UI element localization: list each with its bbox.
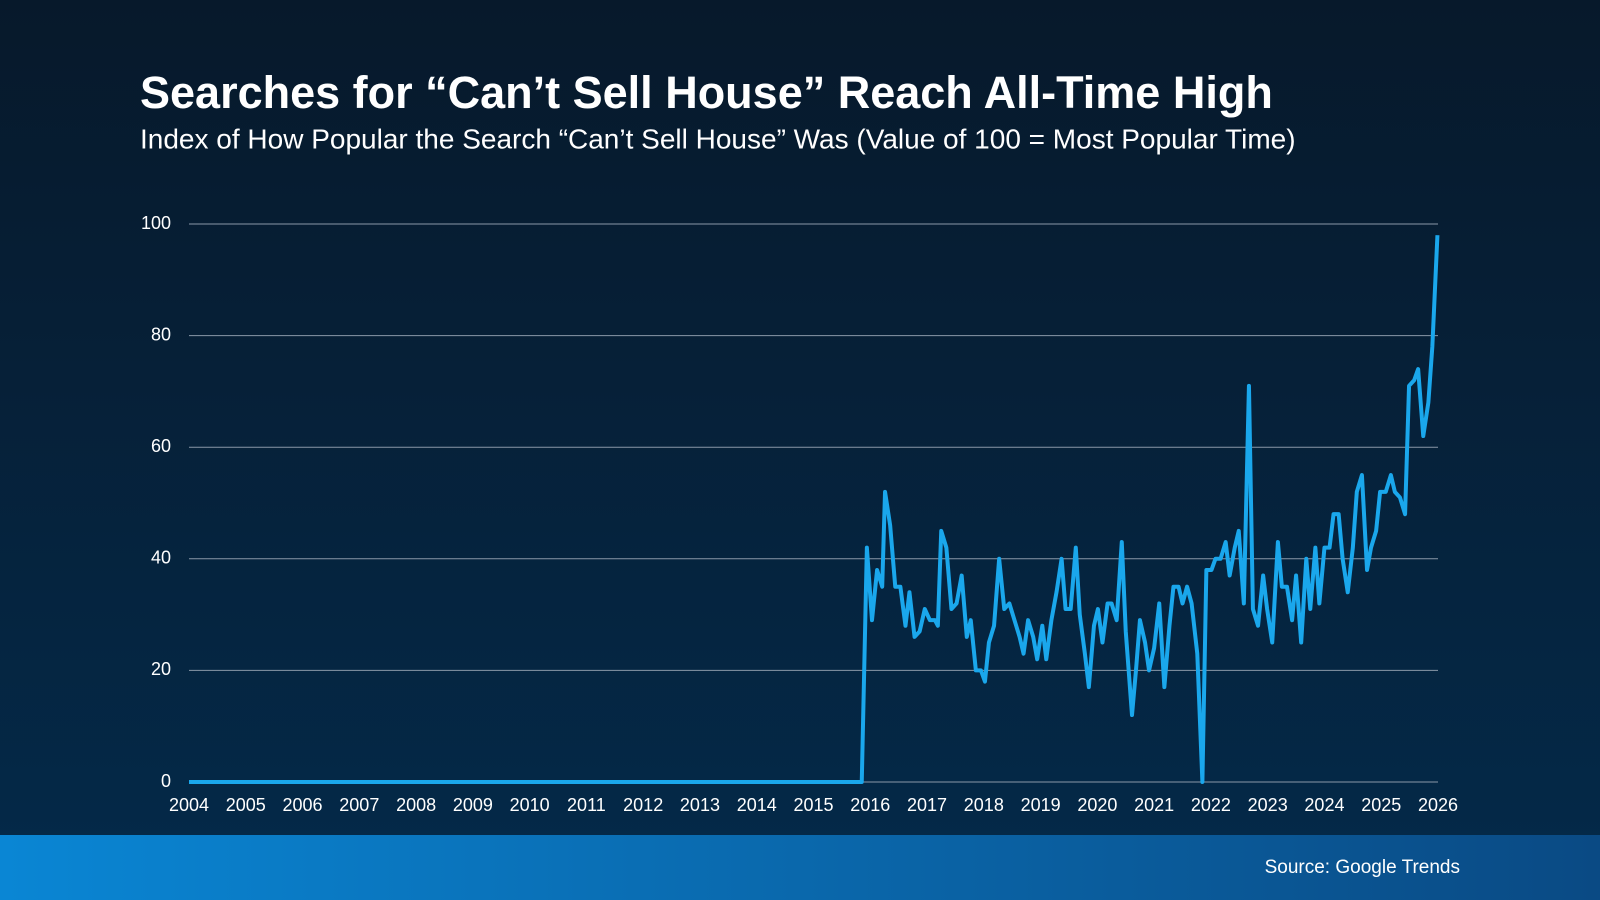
x-tick-label: 2014 [737, 795, 777, 815]
y-tick-label: 60 [151, 436, 171, 456]
x-tick-label: 2019 [1021, 795, 1061, 815]
source: Source: Google Trends [1265, 857, 1460, 878]
x-tick-label: 2004 [169, 795, 209, 815]
x-tick-label: 2018 [964, 795, 1004, 815]
y-tick-label: 0 [161, 771, 171, 791]
x-tick-label: 2026 [1418, 795, 1458, 815]
x-tick-label: 2022 [1191, 795, 1231, 815]
line-series [189, 235, 1440, 784]
chart-subtitle: Index of How Popular the Search “Can’t S… [140, 123, 1296, 154]
y-tick-label: 80 [151, 324, 171, 344]
x-tick-label: 2010 [510, 795, 550, 815]
footer-bar [0, 835, 1600, 900]
x-tick-label: 2008 [396, 795, 436, 815]
x-tick-label: 2017 [907, 795, 947, 815]
x-tick-label: 2007 [339, 795, 379, 815]
x-tick-label: 2005 [226, 795, 266, 815]
y-tick-label: 20 [151, 659, 171, 679]
x-tick-label: 2020 [1077, 795, 1117, 815]
x-tick-label: 2015 [793, 795, 833, 815]
y-tick-label: 100 [141, 213, 171, 233]
x-tick-label: 2012 [623, 795, 663, 815]
y-tick-label: 40 [151, 548, 171, 568]
x-tick-label: 2023 [1248, 795, 1288, 815]
x-tick-label: 2021 [1134, 795, 1174, 815]
x-tick-label: 2009 [453, 795, 493, 815]
chart-title: Searches for “Can’t Sell House” Reach Al… [140, 67, 1273, 118]
x-tick-label: 2011 [567, 795, 606, 815]
x-tick-label: 2025 [1361, 795, 1401, 815]
x-tick-label: 2016 [850, 795, 890, 815]
x-tick-label: 2024 [1304, 795, 1344, 815]
x-tick-label: 2013 [680, 795, 720, 815]
x-tick-label: 2006 [283, 795, 323, 815]
